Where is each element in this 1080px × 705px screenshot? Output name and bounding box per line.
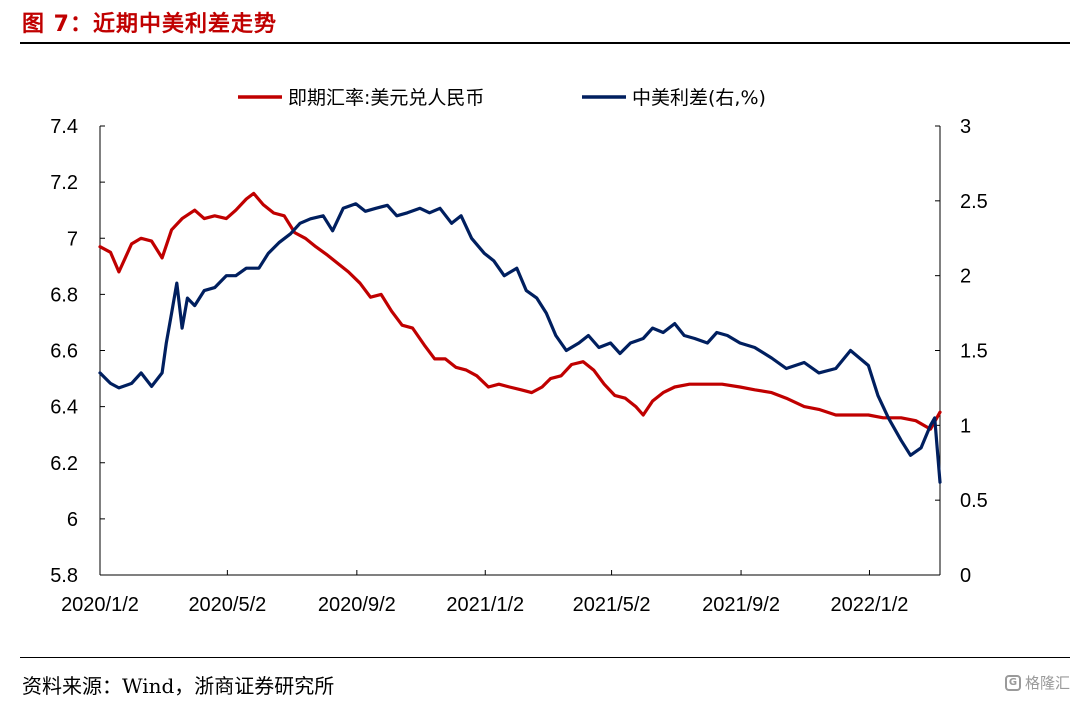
left-y-tick-label: 6 <box>67 509 78 531</box>
source-divider <box>20 657 1070 658</box>
plot-area: 7.4 7.2 7 6.8 6.6 6.4 6.2 6 5.8 3 2.5 2 1.5 1 0.5 0 2020… <box>50 116 988 616</box>
series-line-exchange-rate <box>98 191 942 431</box>
title-divider <box>20 42 1070 44</box>
watermark-text: 格隆汇 <box>1024 674 1070 692</box>
left-y-tick-label: 7.4 <box>50 116 78 138</box>
right-y-tick-label: 2 <box>960 266 971 288</box>
x-tick-label: 2020/1/2 <box>61 594 139 616</box>
right-y-tick-label: 3 <box>960 116 971 138</box>
left-y-tick-label: 6.2 <box>50 453 78 475</box>
x-tick-label: 2021/1/2 <box>446 594 524 616</box>
left-y-tick-label: 7 <box>67 228 78 250</box>
right-y-tick-label: 0 <box>960 565 971 587</box>
left-y-tick-label: 6.8 <box>50 284 78 306</box>
x-tick-label: 2020/5/2 <box>188 594 266 616</box>
legend: 即期汇率:美元兑人民币 中美利差(右,%) <box>238 87 766 109</box>
x-tick-label: 2020/9/2 <box>318 594 396 616</box>
right-y-tick-label: 0.5 <box>960 490 988 512</box>
left-y-tick-label: 7.2 <box>50 172 78 194</box>
left-y-tick-label: 5.8 <box>50 565 78 587</box>
right-y-tick-label: 1 <box>960 415 971 437</box>
right-y-tick-label: 2.5 <box>960 191 988 213</box>
legend-label: 中美利差(右,%) <box>632 87 766 109</box>
series-line-rate-spread <box>98 202 942 484</box>
watermark-logo-icon: G <box>1004 674 1021 691</box>
figure-title: 图 7：近期中美利差走势 <box>22 12 277 37</box>
x-tick-label: 2021/9/2 <box>702 594 780 616</box>
right-y-tick-label: 1.5 <box>960 341 988 363</box>
source-note: 资料来源：Wind，浙商证券研究所 <box>22 674 335 698</box>
watermark: G 格隆汇 <box>1004 672 1070 693</box>
x-tick-label: 2021/5/2 <box>573 594 651 616</box>
x-tick-label: 2022/1/2 <box>831 594 909 616</box>
left-y-tick-label: 6.6 <box>50 341 78 363</box>
left-y-tick-label: 6.4 <box>50 397 78 419</box>
legend-label: 即期汇率:美元兑人民币 <box>288 87 484 109</box>
